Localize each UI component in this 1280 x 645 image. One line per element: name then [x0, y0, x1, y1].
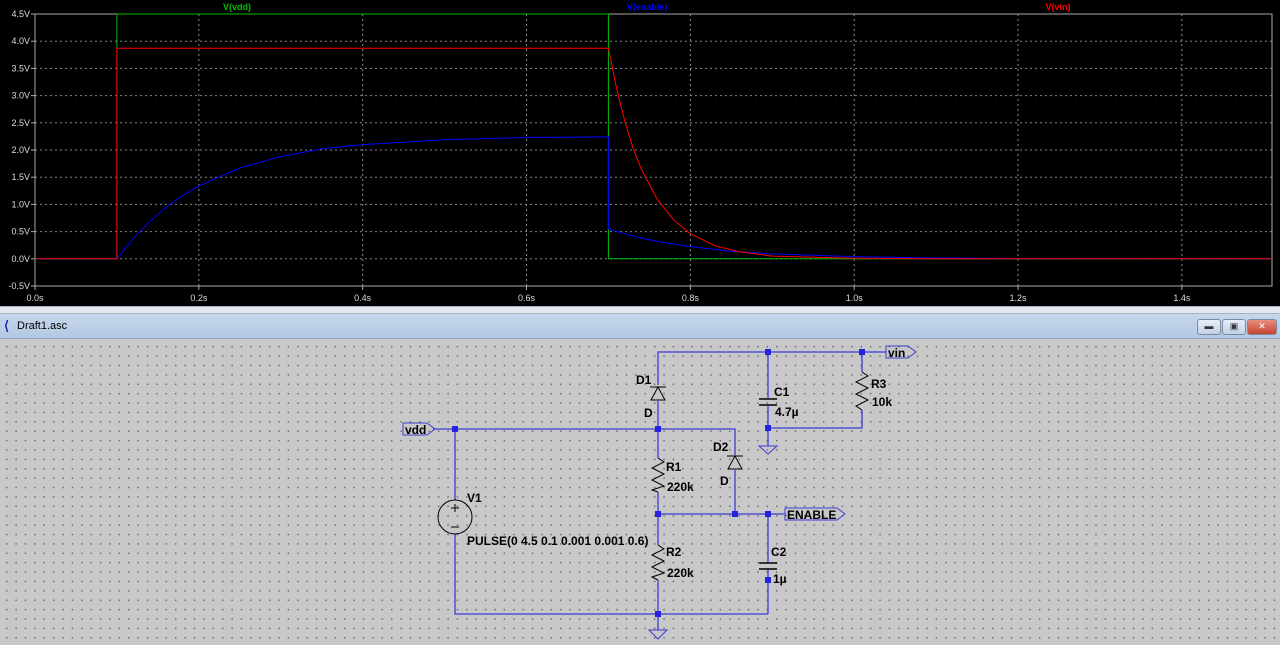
x-tick-label: 0.0s: [26, 293, 44, 303]
c1-name: C1: [774, 385, 790, 399]
schematic-canvas[interactable]: vin vdd ENABLE D1 D D2 D C1 4.7µ R3 10k …: [0, 339, 1280, 645]
r3-value: 10k: [872, 395, 892, 409]
net-flag-enable[interactable]: [784, 507, 846, 521]
v1-value: PULSE(0 4.5 0.1 0.001 0.001 0.6): [467, 534, 648, 548]
c2-value: 1µ: [773, 572, 787, 586]
window-title: Draft1.asc: [17, 320, 68, 332]
maximize-icon: ▣: [1229, 321, 1239, 331]
capacitor-c1[interactable]: [759, 398, 777, 406]
trace-vvdd: [35, 13, 1272, 260]
c2-name: C2: [771, 545, 787, 559]
wire[interactable]: [768, 410, 863, 429]
wires: [433, 351, 886, 630]
x-tick-label: 0.6s: [518, 293, 536, 303]
x-tick-label: 1.0s: [846, 293, 864, 303]
pane-splitter[interactable]: [0, 306, 1280, 314]
d2-value: D: [720, 474, 729, 488]
junctions: [452, 349, 865, 617]
y-tick-label: 4.0V: [11, 36, 30, 46]
c1-value: 4.7µ: [775, 405, 799, 419]
legend-vvin[interactable]: V(vin): [1045, 2, 1070, 12]
y-tick-label: 3.5V: [11, 63, 30, 73]
ltspice-icon: ⟨: [4, 318, 10, 333]
net-label-vdd: vdd: [405, 423, 426, 437]
r1-value: 220k: [667, 480, 694, 494]
resistor-r1[interactable]: [650, 457, 666, 493]
wire-ground[interactable]: [454, 534, 768, 615]
x-tick-label: 1.4s: [1173, 293, 1191, 303]
net-label-enable: ENABLE: [787, 508, 836, 522]
x-tick-label: 0.2s: [190, 293, 208, 303]
minimize-button[interactable]: ▬: [1197, 319, 1221, 335]
trace-venable: [35, 136, 1273, 260]
wire-vdd[interactable]: [433, 428, 736, 455]
schematic-drawing[interactable]: vin vdd ENABLE D1 D D2 D C1 4.7µ R3 10k …: [0, 339, 1280, 645]
minimize-icon: ▬: [1204, 321, 1214, 331]
y-tick-label: 2.5V: [11, 118, 30, 128]
capacitor-c2[interactable]: [759, 562, 777, 570]
ground-icon: [647, 629, 669, 640]
ground-icon: [757, 445, 779, 455]
x-tick-label: 1.2s: [1010, 293, 1028, 303]
maximize-button[interactable]: ▣: [1222, 319, 1246, 335]
diode-d1[interactable]: [650, 385, 666, 401]
x-tick-label: 0.8s: [682, 293, 700, 303]
y-tick-label: 2.0V: [11, 145, 30, 155]
r2-name: R2: [666, 545, 682, 559]
net-flag-vdd[interactable]: [402, 422, 436, 436]
legend-vvdd[interactable]: V(vdd): [223, 2, 251, 12]
legend-venable[interactable]: V(enable): [627, 2, 668, 12]
x-tick-label: 0.4s: [354, 293, 372, 303]
y-tick-label: 1.5V: [11, 172, 30, 182]
diode-d2[interactable]: [727, 454, 743, 470]
y-tick-label: 4.5V: [11, 9, 30, 19]
waveform-plot[interactable]: 4.5V 4.0V 3.5V 3.0V 2.5V 2.0V 1.5V 1.0V 0.5V 0.0V…: [0, 0, 1280, 306]
y-tick-label: -0.5V: [8, 281, 30, 291]
close-icon: ✕: [1258, 321, 1266, 331]
r2-value: 220k: [667, 566, 694, 580]
resistor-r3[interactable]: [854, 371, 870, 411]
title-bar[interactable]: ⟨ Draft1.asc ▬ ▣ ✕: [0, 314, 1280, 339]
net-label-vin: vin: [888, 346, 905, 360]
voltage-source-v1[interactable]: [437, 499, 473, 535]
trace-vvin: [35, 47, 1272, 260]
schematic-window: ⟨ Draft1.asc ▬ ▣ ✕: [0, 314, 1280, 645]
resistor-r2[interactable]: [650, 544, 666, 581]
net-flag-vin[interactable]: [885, 345, 917, 359]
wire-vin[interactable]: [657, 351, 886, 385]
r3-name: R3: [871, 377, 887, 391]
y-tick-label: 0.5V: [11, 227, 30, 237]
y-tick-label: 3.0V: [11, 91, 30, 101]
waveform-viewer[interactable]: 4.5V 4.0V 3.5V 3.0V 2.5V 2.0V 1.5V 1.0V 0.5V 0.0V…: [0, 0, 1280, 306]
r1-name: R1: [666, 460, 682, 474]
close-button[interactable]: ✕: [1247, 319, 1277, 335]
v1-name: V1: [467, 491, 482, 505]
d1-value: D: [644, 406, 653, 420]
y-tick-label: 0.0V: [11, 254, 30, 264]
plot-frame: [34, 13, 1273, 287]
d2-name: D2: [713, 440, 729, 454]
y-tick-label: 1.0V: [11, 199, 30, 209]
d1-name: D1: [636, 373, 652, 387]
